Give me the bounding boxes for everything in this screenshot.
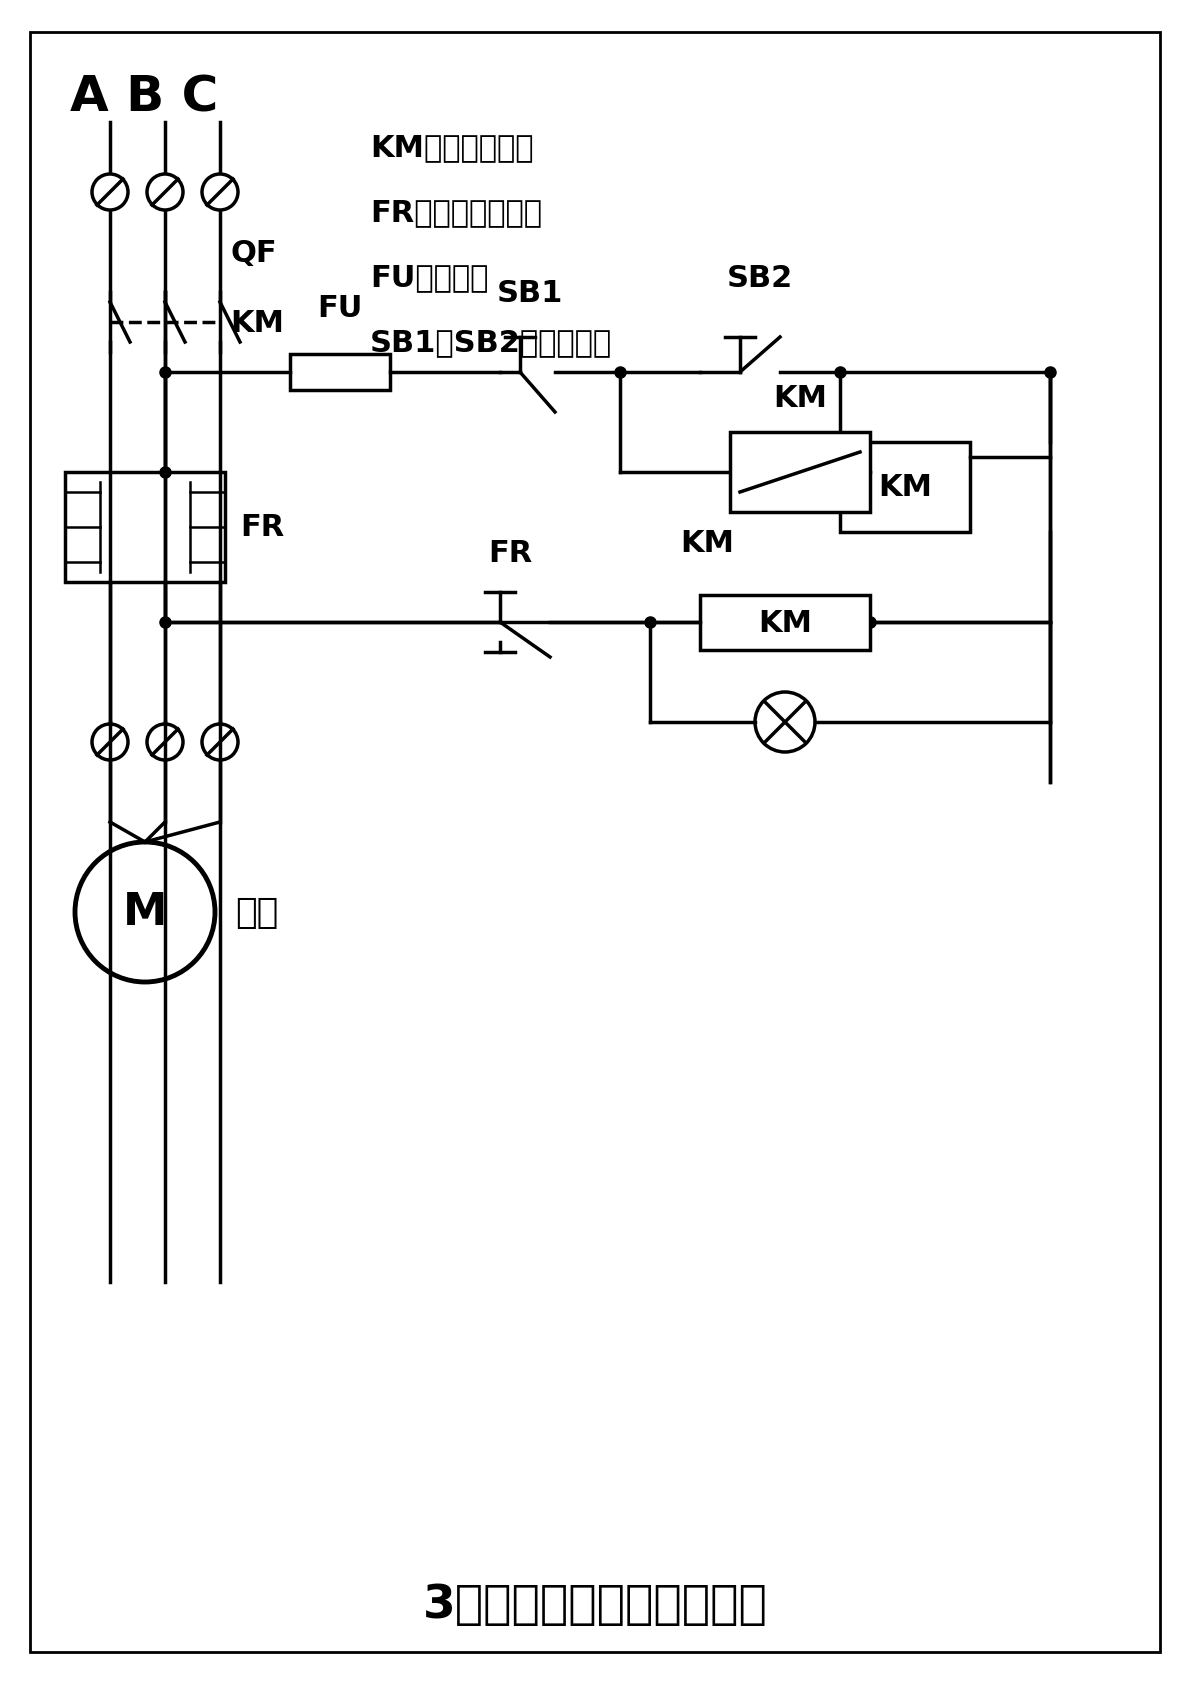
Text: KM: KM: [878, 473, 932, 503]
Bar: [729, 432, 870, 513]
Text: 3相电机启、停控制接线图: 3相电机启、停控制接线图: [422, 1583, 768, 1626]
Bar: [700, 595, 870, 651]
Text: KM: KM: [679, 528, 734, 558]
Bar: [65, 473, 225, 582]
FancyBboxPatch shape: [30, 34, 1160, 1652]
Text: KM: KM: [230, 308, 284, 338]
Text: KM：交流接触器: KM：交流接触器: [370, 133, 533, 161]
Text: A B C: A B C: [70, 72, 219, 121]
Text: FU：保险丝: FU：保险丝: [370, 262, 488, 291]
Text: KM: KM: [758, 609, 812, 637]
Text: SB2: SB2: [727, 264, 793, 293]
Bar: [290, 355, 390, 390]
Text: FR：热过载继电器: FR：热过载继电器: [370, 198, 541, 227]
Text: FU: FU: [318, 294, 363, 323]
Text: KM: KM: [774, 383, 827, 412]
Text: 电机: 电机: [234, 895, 278, 930]
Text: FR: FR: [240, 513, 284, 542]
Text: SB1、SB2：启停按钮: SB1、SB2：启停按钮: [370, 328, 612, 357]
Bar: [840, 442, 970, 533]
Text: QF: QF: [230, 239, 276, 267]
Text: FR: FR: [488, 538, 532, 567]
Text: SB1: SB1: [496, 279, 563, 308]
Text: M: M: [123, 891, 167, 934]
